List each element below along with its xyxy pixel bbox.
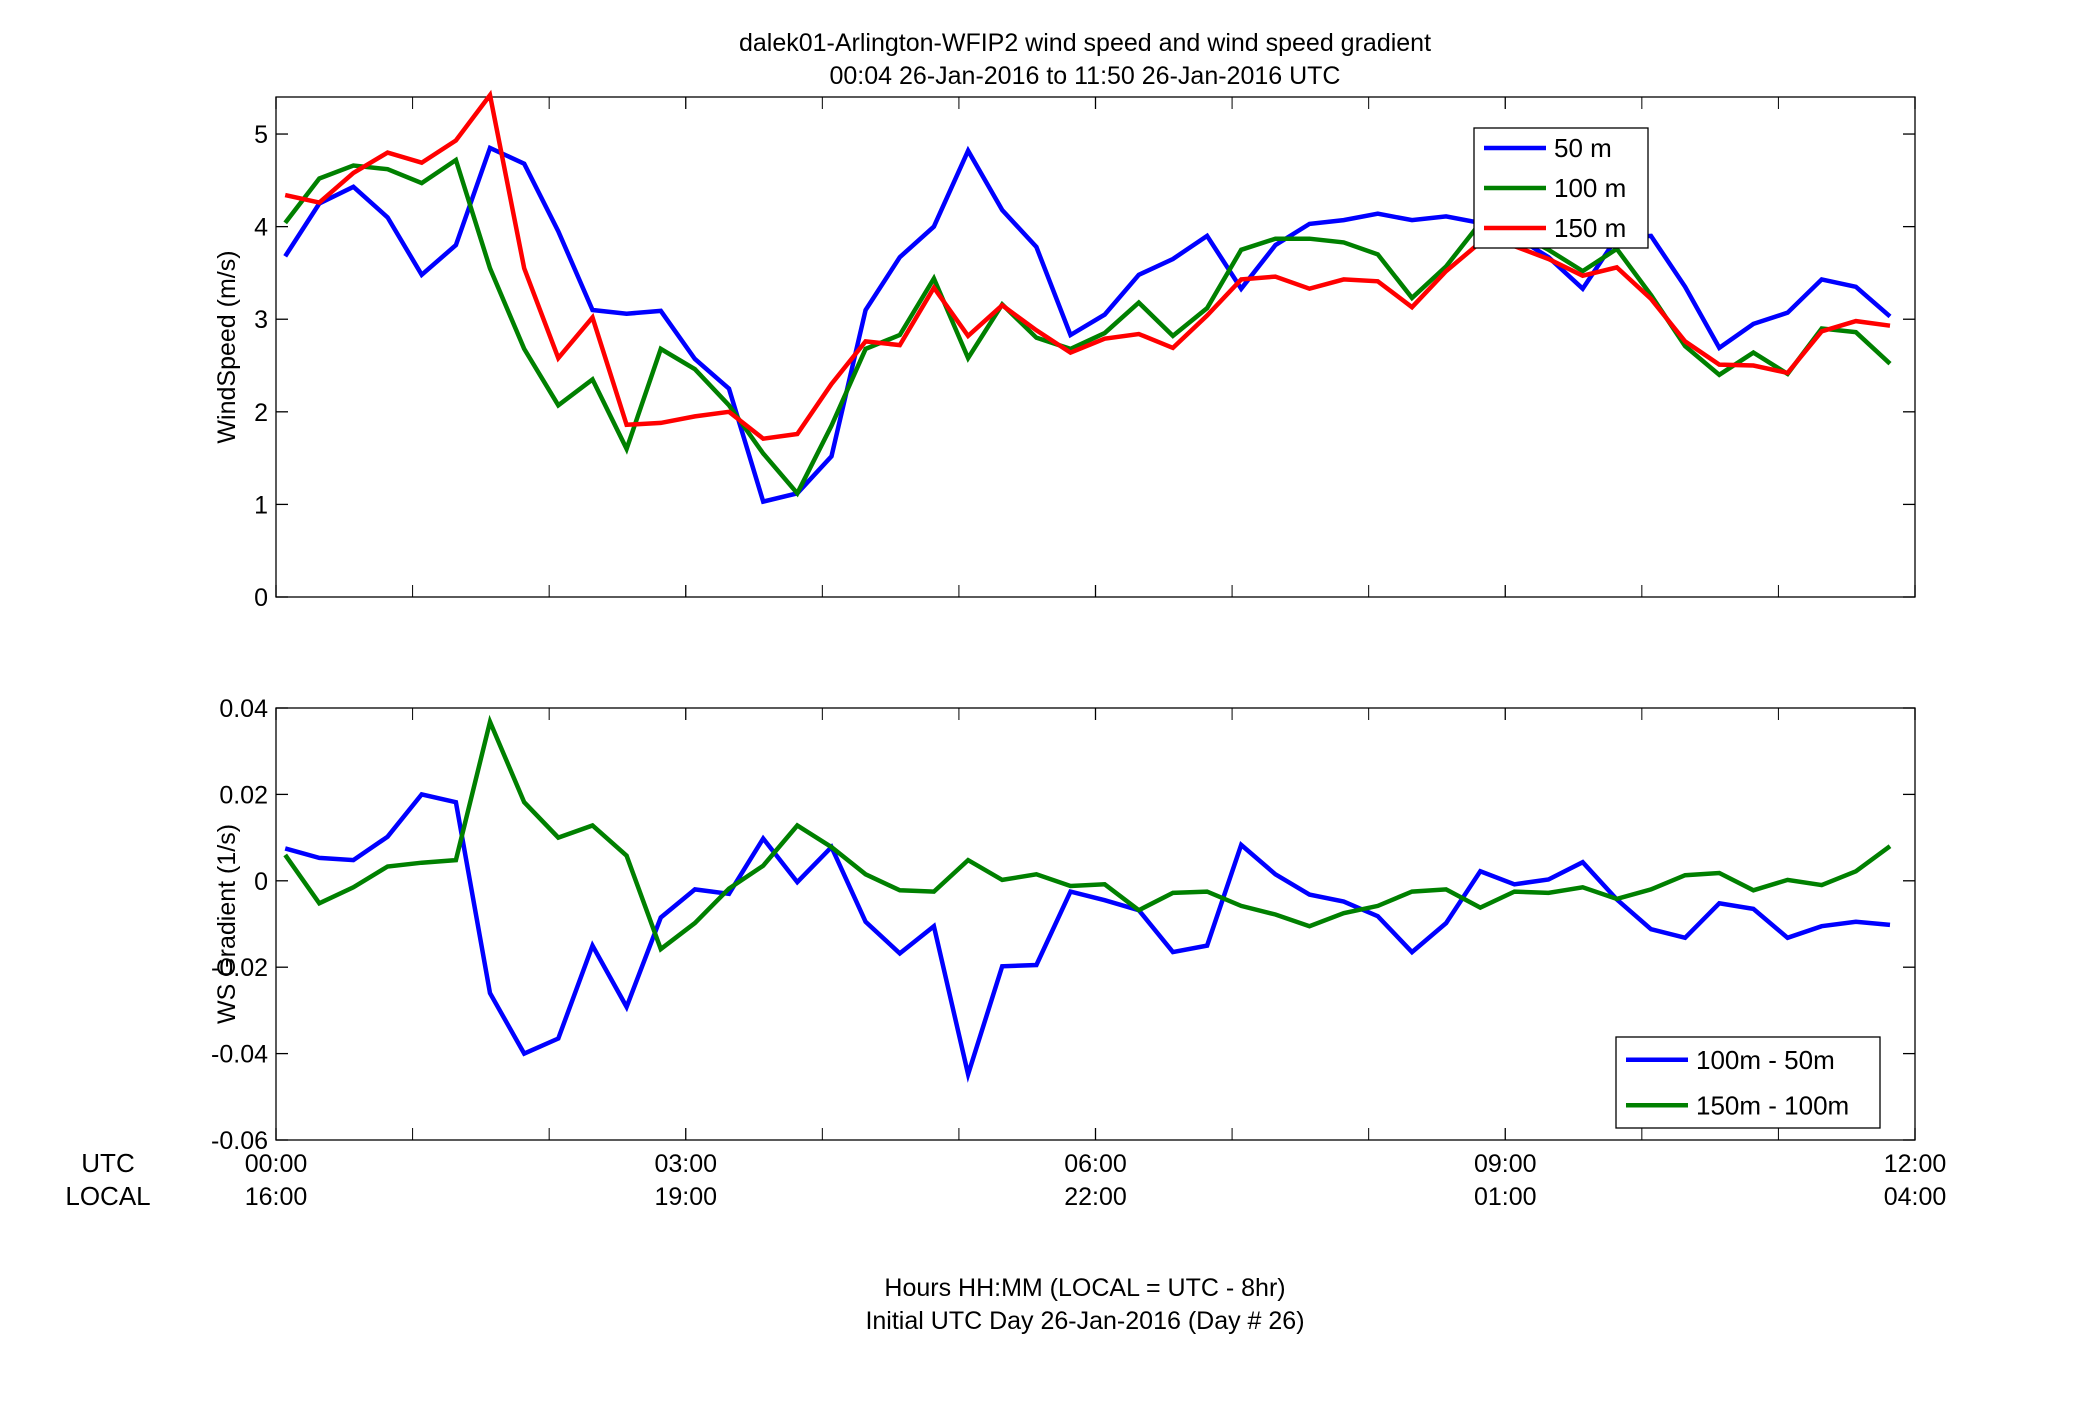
y-tick-label: -0.04 (211, 1041, 268, 1069)
local-row-label: LOCAL (65, 1181, 150, 1211)
gradient-panel: -0.06 -0.04 -0.02 0 0.02 0.04 WS Gradient (1/s… (211, 695, 1916, 1155)
y-tick-label: 0.04 (219, 695, 268, 723)
legend-entry: 150 m (1554, 213, 1626, 243)
x-tick-labels: 00:00 16:00 03:00 19:00 06:00 22:00 09:00 01:00… (245, 1150, 1947, 1211)
chart-title-line2: 00:04 26-Jan-2016 to 11:50 26-Jan-2016 U… (830, 62, 1341, 90)
legend-box (1615, 1036, 1881, 1129)
legend: 100m - 50m 150m - 100m (1615, 1036, 1881, 1129)
y-tick-label: 0.02 (219, 781, 268, 809)
series-line-1 (284, 791, 1891, 1083)
chart-title-line1: dalek01-Arlington-WFIP2 wind speed and w… (739, 29, 1431, 57)
y-tick-label: 5 (254, 121, 268, 149)
y-axis-label: WindSpeed (m/s) (213, 250, 241, 443)
y-tick-label: 1 (254, 491, 268, 519)
utc-row-label: UTC (81, 1148, 134, 1178)
series-line-3 (284, 89, 1891, 442)
y-tick-label: 4 (254, 214, 268, 242)
local-tick-label: 19:00 (654, 1183, 717, 1211)
series-line-1 (283, 144, 1892, 505)
local-tick-label: 22:00 (1064, 1183, 1127, 1211)
legend-entry: 50 m (1554, 133, 1612, 163)
x-axis-label-line1: Hours HH:MM (LOCAL = UTC - 8hr) (884, 1274, 1285, 1302)
utc-tick-label: 12:00 (1884, 1150, 1947, 1178)
x-axis-label-line2: Initial UTC Day 26-Jan-2016 (Day # 26) (865, 1307, 1304, 1335)
utc-tick-label: 03:00 (654, 1150, 717, 1178)
legend-entry: 100 m (1554, 173, 1626, 203)
series-line-2 (283, 156, 1892, 498)
y-tick-label: 0 (254, 868, 268, 896)
y-tick-label: 3 (254, 306, 268, 334)
series-line-2 (283, 714, 1892, 953)
local-tick-label: 16:00 (245, 1183, 308, 1211)
utc-tick-label: 00:00 (245, 1150, 308, 1178)
local-tick-label: 04:00 (1884, 1183, 1947, 1211)
legend-entry: 150m - 100m (1696, 1090, 1849, 1120)
y-axis-label: WS Gradient (1/s) (213, 824, 241, 1024)
utc-tick-label: 06:00 (1064, 1150, 1127, 1178)
y-tick-label: 2 (254, 399, 268, 427)
legend-entry: 100m - 50m (1696, 1045, 1835, 1075)
legend: 50 m 100 m 150 m (1473, 127, 1649, 249)
utc-tick-label: 09:00 (1474, 1150, 1537, 1178)
y-tick-label: -0.02 (211, 954, 268, 982)
y-tick-label: -0.06 (211, 1127, 268, 1155)
windspeed-panel: 0 1 2 3 4 5 WindSpeed (m/s) 50 m 100 m 150 m (213, 89, 1916, 612)
y-tick-label: 0 (254, 584, 268, 612)
local-tick-label: 01:00 (1474, 1183, 1537, 1211)
